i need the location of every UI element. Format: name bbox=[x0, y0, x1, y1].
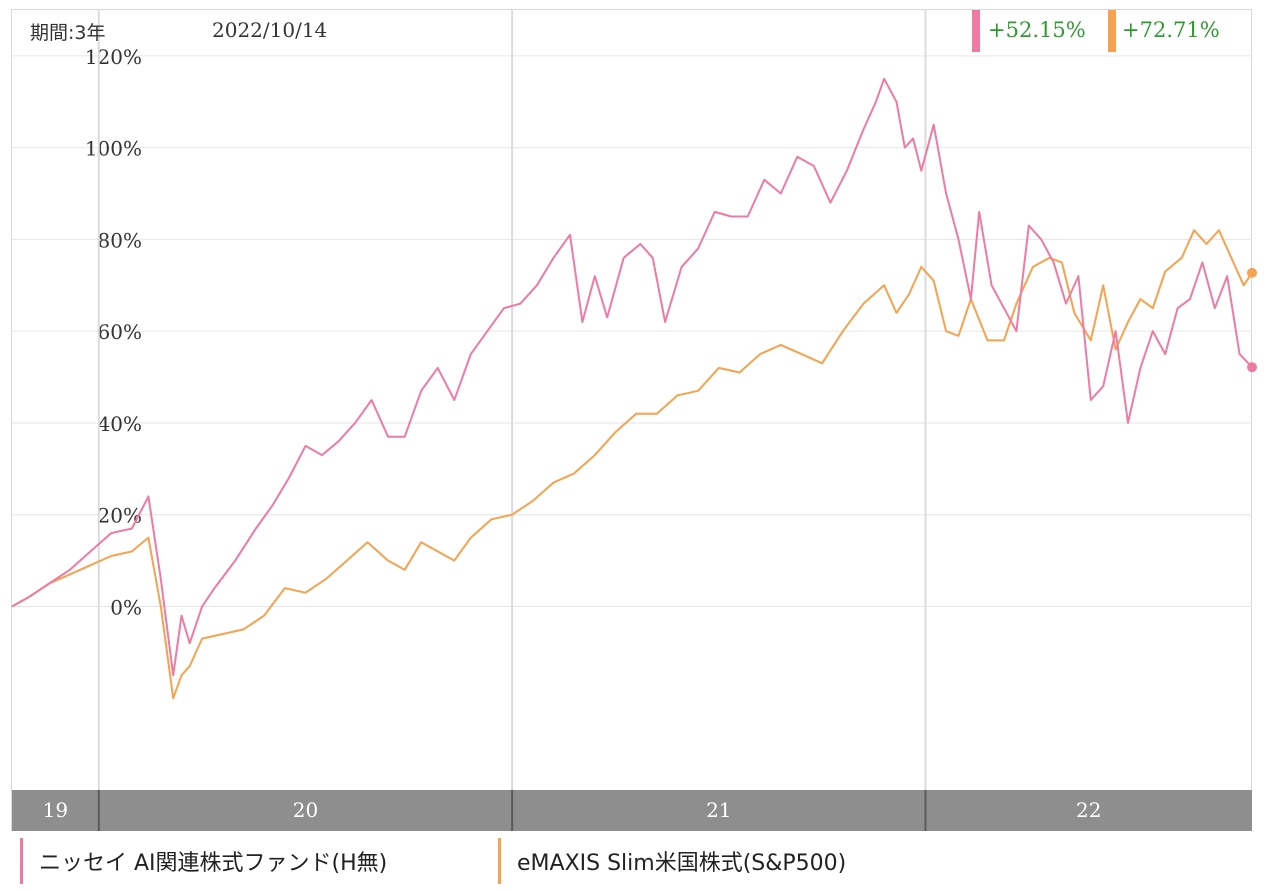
y-tick-label: 0% bbox=[110, 595, 142, 619]
x-tick-label: 20 bbox=[293, 798, 318, 822]
return-marker-sp500 bbox=[1108, 10, 1116, 52]
y-tick-label: 100% bbox=[85, 137, 142, 161]
x-year-band bbox=[925, 790, 1252, 831]
legend-swatch-sp500 bbox=[498, 838, 501, 884]
series-endpoint-ai bbox=[1247, 362, 1257, 373]
series-endpoint-sp500 bbox=[1247, 267, 1257, 278]
return-marker-ai bbox=[972, 10, 980, 52]
y-tick-label: 20% bbox=[98, 504, 142, 528]
x-year-band bbox=[512, 790, 926, 831]
legend-label-sp500: eMAXIS Slim米国株式(S&P500) bbox=[517, 851, 847, 876]
x-year-band bbox=[12, 790, 99, 831]
return-value-ai: +52.15% bbox=[988, 18, 1086, 42]
x-tick-label: 22 bbox=[1076, 798, 1101, 822]
legend-item-sp500[interactable]: eMAXIS Slim米国株式(S&P500) bbox=[498, 838, 846, 884]
period-label[interactable]: 期間:3年 bbox=[30, 22, 106, 44]
y-tick-label: 40% bbox=[98, 412, 142, 436]
return-value-sp500: +72.71% bbox=[1122, 18, 1220, 42]
y-tick-label: 80% bbox=[98, 228, 142, 252]
x-tick-label: 19 bbox=[43, 798, 68, 822]
as-of-date: 2022/10/14 bbox=[212, 18, 328, 42]
series-line-sp500 bbox=[11, 229, 1253, 700]
x-tick-label: 21 bbox=[706, 798, 731, 822]
series-line-ai bbox=[11, 77, 1253, 677]
legend-item-ai[interactable]: ニッセイ AI関連株式ファンド(H無) bbox=[20, 838, 387, 884]
x-year-band bbox=[98, 790, 513, 831]
y-tick-label: 120% bbox=[85, 45, 142, 69]
legend-label-ai: ニッセイ AI関連株式ファンド(H無) bbox=[39, 851, 388, 876]
legend-swatch-ai bbox=[20, 838, 23, 884]
y-tick-label: 60% bbox=[98, 320, 142, 344]
